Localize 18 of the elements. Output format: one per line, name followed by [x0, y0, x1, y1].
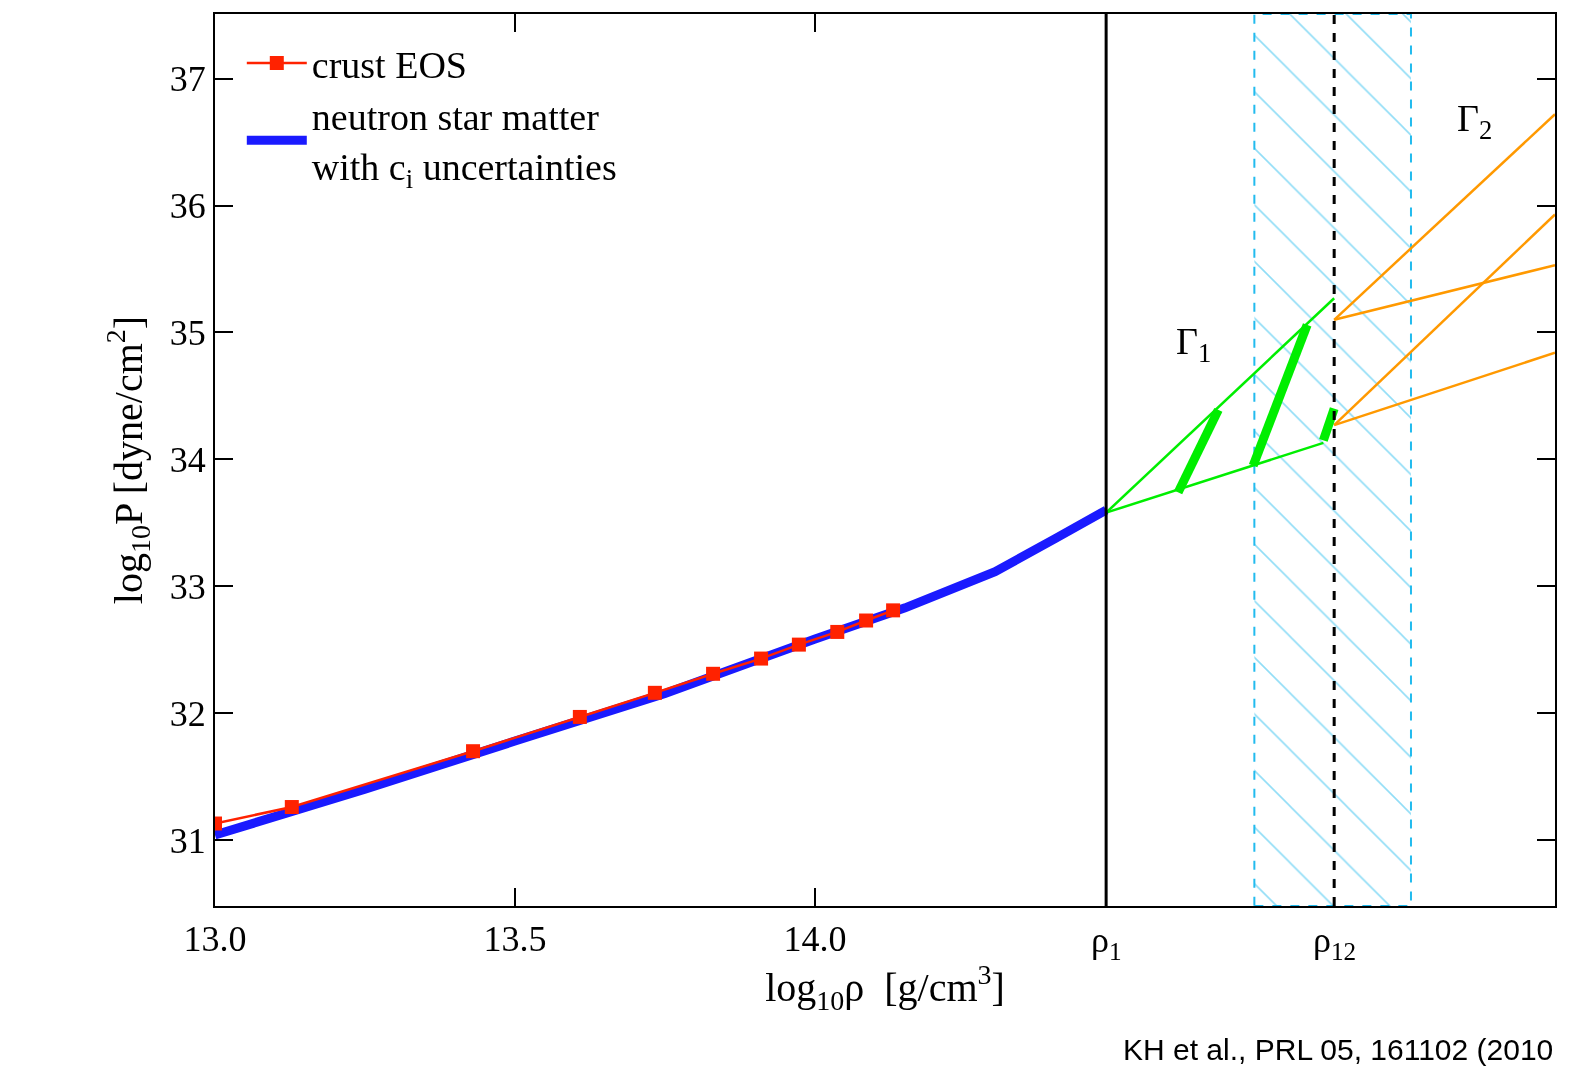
x-axis-title: log$_{10}$ρ [g/cm$^{3}$] [765, 959, 1005, 1016]
ref-line-label: ρ$_{12}$ [1313, 920, 1357, 965]
y-tick-label: 36 [169, 186, 206, 227]
annotation: Γ$_{1}$ [1176, 320, 1212, 368]
y-tick-label: 37 [169, 59, 206, 100]
text: KH et al., PRL 05, 161102 (2010 [1123, 1033, 1554, 1066]
legend-label: neutron star matter with c$_{i}$ uncertainties [311, 96, 617, 194]
y-tick-label: 33 [169, 566, 206, 607]
annotation: Γ$_{2}$ [1457, 97, 1493, 145]
y-tick-label: 35 [169, 313, 206, 354]
y-tick-label: 32 [169, 693, 206, 734]
x-tick-label: 14.0 [783, 919, 847, 960]
y-tick-label: 34 [169, 439, 206, 480]
legend-label: crust EOS [311, 43, 467, 86]
y-tick-label: 31 [169, 820, 206, 861]
x-tick-label: 13.5 [483, 919, 547, 960]
ref-line-label: ρ$_{1}$ [1091, 920, 1122, 965]
x-tick-label: 13.0 [183, 919, 247, 960]
